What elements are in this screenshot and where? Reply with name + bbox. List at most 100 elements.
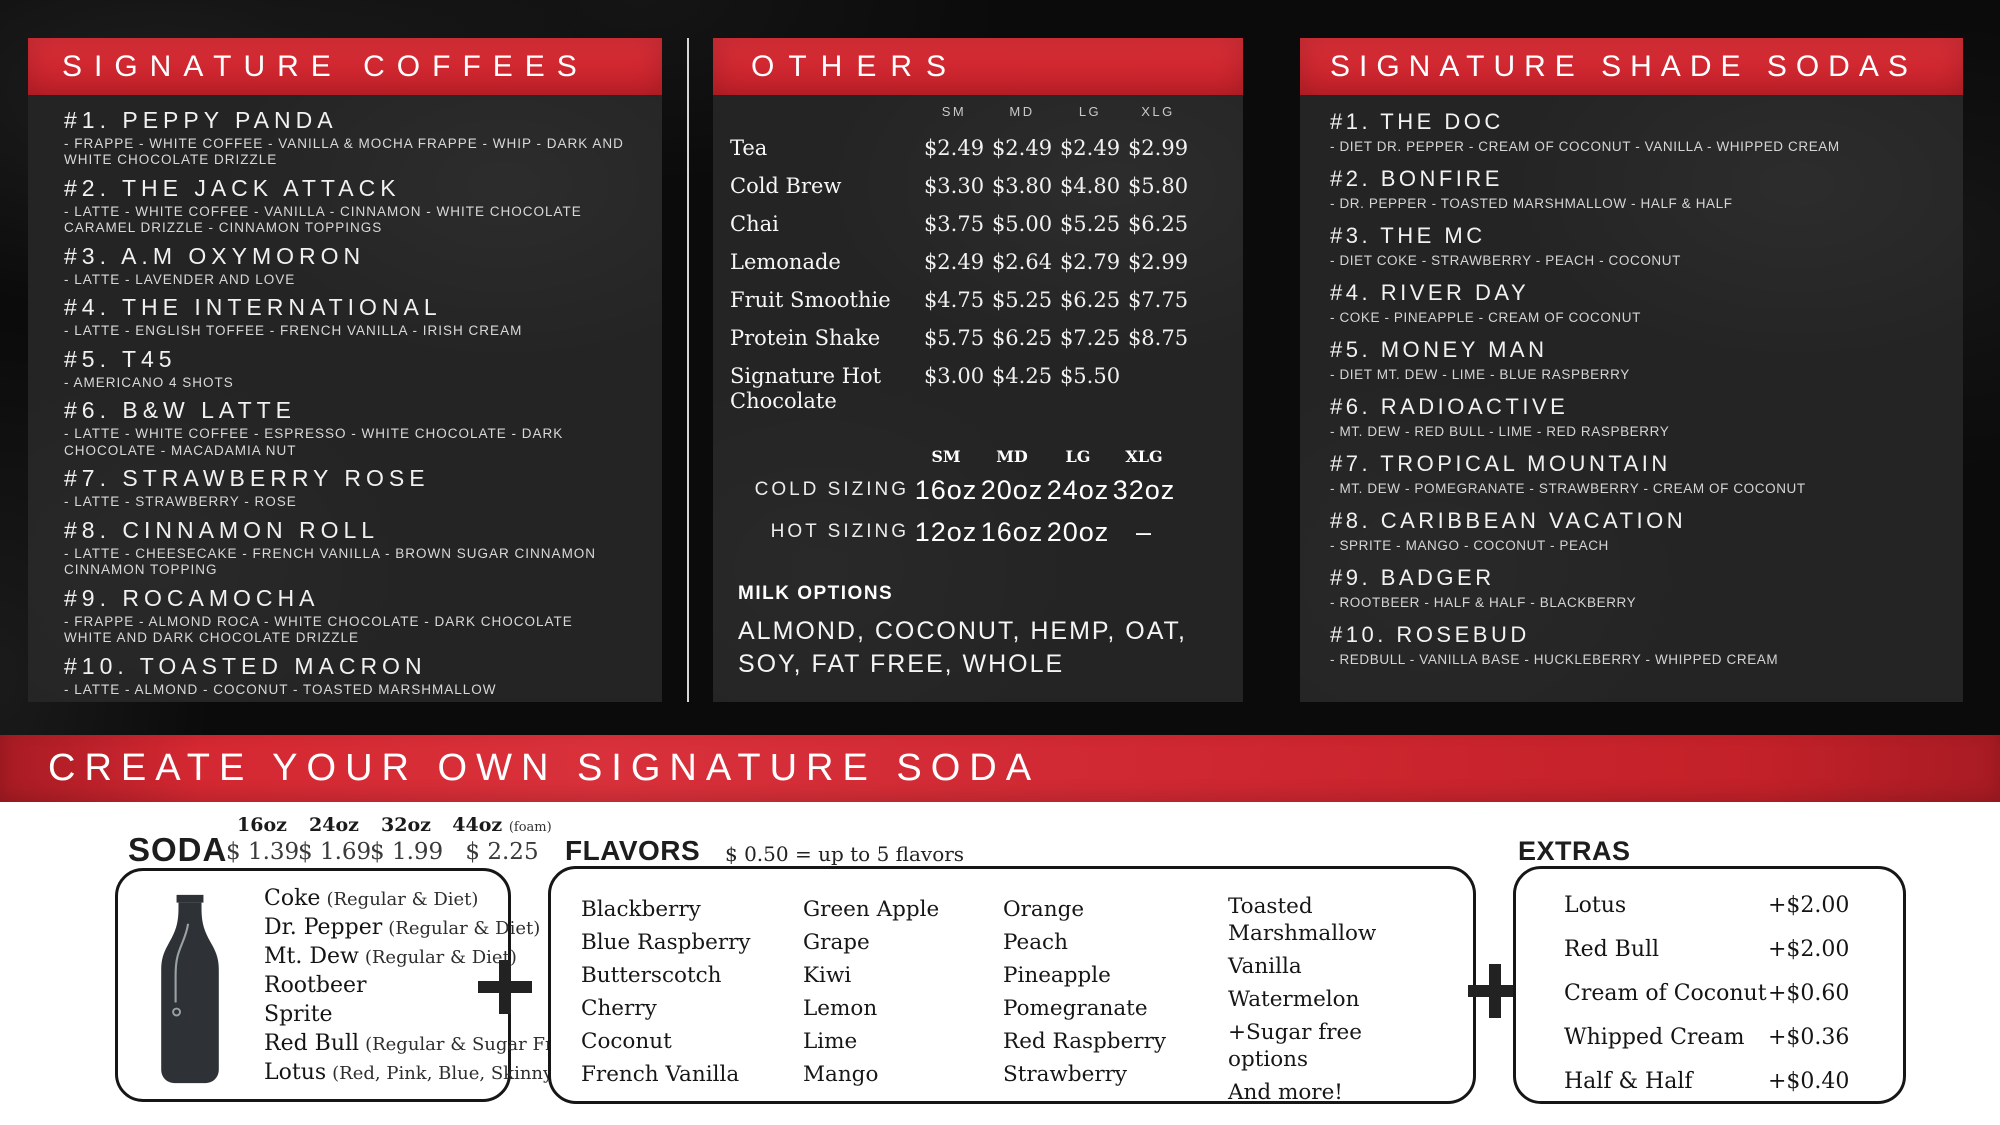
- item-name: #4. THE INTERNATIONAL: [64, 294, 442, 321]
- item-name: #5. MONEY MAN: [1330, 337, 1548, 362]
- drink-name: Tea: [730, 136, 768, 160]
- price: $2.99: [1127, 250, 1189, 274]
- extra-name: Half & Half: [1564, 1069, 1693, 1094]
- flavor: Lemon: [803, 996, 878, 1021]
- sizing-value: 20oz: [980, 474, 1044, 505]
- item-desc: - LATTE - CHEESECAKE - FRENCH VANILLA - …: [64, 545, 597, 578]
- price: $8.75: [1127, 326, 1189, 350]
- item-desc: - MT. DEW - POMEGRANATE - STRAWBERRY - C…: [1330, 481, 1806, 496]
- sodas-list: #1. THE DOC - DIET DR. PEPPER - CREAM OF …: [1300, 95, 1963, 667]
- price: $6.25: [1127, 212, 1189, 236]
- soda-section-label: SODA: [128, 831, 228, 868]
- list-item: #1. PEPPY PANDA - FRAPPE - WHITE COFFEE -…: [64, 107, 626, 169]
- price: $3.30: [923, 174, 985, 198]
- flavors-column: Orange Peach Pineapple Pomegranate Red R…: [1003, 893, 1166, 1091]
- list-item: #4. THE INTERNATIONAL - LATTE - ENGLISH T…: [64, 294, 626, 339]
- list-item: #4. RIVER DAY - COKE - PINEAPPLE - CREAM …: [1330, 280, 1937, 325]
- list-item: #5. T45 - AMERICANO 4 SHOTS: [64, 346, 626, 391]
- list-item: #6. B&W LATTE - LATTE - WHITE COFFEE - ES…: [64, 397, 626, 459]
- flavor: Strawberry: [1003, 1062, 1128, 1087]
- soda-option: Mt. Dew (Regular & Diet): [264, 944, 517, 969]
- flavor: Pineapple: [1003, 963, 1111, 988]
- item-name: #9. BADGER: [1330, 565, 1495, 590]
- flavor: French Vanilla: [581, 1062, 740, 1087]
- drink-name: Protein Shake: [730, 326, 881, 350]
- flavor: Blackberry: [581, 897, 701, 922]
- sizing-value: 12oz: [914, 516, 978, 547]
- item-desc: - FRAPPE - WHITE COFFEE - VANILLA & MOCH…: [64, 136, 624, 168]
- item-desc: - LATTE - WHITE COFFEE - VANILLA - CINNA…: [64, 203, 582, 236]
- price-header-row: SM MD LG XLG: [730, 104, 1230, 136]
- price: $3.75: [923, 212, 985, 236]
- extra-price: +$0.40: [1768, 1069, 1850, 1094]
- flavors-column: Toasted Marshmallow Vanilla Watermelon +…: [1228, 893, 1446, 1112]
- flavor: Butterscotch: [581, 963, 722, 988]
- flavors-section-label: FLAVORS: [565, 835, 701, 866]
- extra-item: Lotus +$2.00: [1516, 893, 1903, 937]
- item-name: #2. THE JACK ATTACK: [64, 174, 401, 201]
- size-price: $ 2.25: [465, 839, 539, 865]
- price-row: Signature Hot Chocolate $3.00 $4.25 $5.5…: [730, 364, 1230, 414]
- extra-name: Cream of Coconut: [1564, 981, 1767, 1006]
- sizing-value: 24oz: [1046, 474, 1110, 505]
- price: $2.64: [991, 250, 1053, 274]
- price-row: Fruit Smoothie $4.75 $5.25 $6.25 $7.75: [730, 288, 1230, 326]
- flavor: Kiwi: [803, 963, 852, 988]
- others-panel: OTHERS SM MD LG XLG Tea $2.49 $2.49 $2.4…: [713, 38, 1243, 702]
- item-desc: - LATTE - LAVENDER AND LOVE: [64, 271, 296, 287]
- price: $5.25: [991, 288, 1053, 312]
- price: $5.80: [1127, 174, 1189, 198]
- item-name: #8. CARIBBEAN VACATION: [1330, 508, 1687, 533]
- soda-option: Red Bull (Regular & Sugar Free): [264, 1031, 582, 1056]
- price-row: Protein Shake $5.75 $6.25 $7.25 $8.75: [730, 326, 1230, 364]
- flavor: Pomegranate: [1003, 996, 1148, 1021]
- item-name: #4. RIVER DAY: [1330, 280, 1530, 305]
- extra-name: Whipped Cream: [1564, 1025, 1745, 1050]
- extras-list: Lotus +$2.00 Red Bull +$2.00 Cream of Coco…: [1516, 869, 1903, 1113]
- item-name: #1. PEPPY PANDA: [64, 107, 338, 133]
- list-item: #6. RADIOACTIVE - MT. DEW - RED BULL - LI…: [1330, 394, 1937, 439]
- soda-option: Coke (Regular & Diet): [264, 886, 479, 911]
- milk-options-title: MILK OPTIONS: [738, 583, 894, 604]
- extra-item: Whipped Cream +$0.36: [1516, 1025, 1903, 1069]
- price: $2.49: [1059, 136, 1121, 160]
- size-header: LG: [1078, 104, 1102, 119]
- milk-options: MILK OPTIONS ALMOND, COCONUT, HEMP, OAT,…: [738, 583, 1218, 681]
- price: $7.75: [1127, 288, 1189, 312]
- list-item: #8. CINNAMON ROLL - LATTE - CHEESECAKE - …: [64, 517, 626, 579]
- soda-options-box: Coke (Regular & Diet) Dr. Pepper (Regular …: [115, 868, 582, 1102]
- list-item: #2. THE JACK ATTACK - LATTE - WHITE COFFE…: [64, 175, 626, 237]
- signature-coffees-header: SIGNATURE COFFEES: [28, 38, 662, 95]
- price: $4.25: [991, 364, 1053, 388]
- extra-name: Lotus: [1564, 893, 1627, 918]
- sizing-value: 16oz: [914, 474, 978, 505]
- list-item: #3. A.M OXYMORON - LATTE - LAVENDER AND L…: [64, 243, 626, 288]
- item-desc: - MT. DEW - RED BULL - LIME - RED RASPBE…: [1330, 424, 1670, 439]
- item-desc: - LATTE - WHITE COFFEE - ESPRESSO - WHIT…: [64, 426, 564, 458]
- plus-icon: [478, 960, 532, 1014]
- size-header: SM: [931, 446, 961, 466]
- item-name: #10. ROSEBUD: [1330, 622, 1530, 647]
- price: $2.79: [1059, 250, 1121, 274]
- flavor: Mango: [803, 1062, 879, 1087]
- list-item: #3. THE MC - DIET COKE - STRAWBERRY - PEA…: [1330, 223, 1937, 268]
- sizing-row: HOT SIZING 12oz 16oz 20oz –: [713, 511, 1213, 553]
- item-name: #6. B&W LATTE: [64, 397, 297, 424]
- soda-options-list: Coke (Regular & Diet) Dr. Pepper (Regular …: [264, 885, 582, 1088]
- extra-price: +$2.00: [1768, 937, 1850, 962]
- price-row: Cold Brew $3.30 $3.80 $4.80 $5.80: [730, 174, 1230, 212]
- size-header: LG: [1065, 446, 1091, 466]
- item-desc: - LATTE - STRAWBERRY - ROSE: [64, 494, 297, 510]
- price-row: Lemonade $2.49 $2.64 $2.79 $2.99: [730, 250, 1230, 288]
- flavor: Blue Raspberry: [581, 930, 751, 955]
- extra-name: Red Bull: [1564, 937, 1660, 962]
- item-desc: - FRAPPE - ALMOND ROCA - WHITE CHOCOLATE…: [64, 613, 573, 646]
- price: $2.49: [923, 136, 985, 160]
- size-header: XLG: [1141, 104, 1175, 119]
- flavor: And more!: [1228, 1080, 1343, 1105]
- list-item: #1. THE DOC - DIET DR. PEPPER - CREAM OF …: [1330, 109, 1937, 154]
- size-header: SM: [941, 104, 967, 119]
- flavors-column: Green Apple Grape Kiwi Lemon Lime Mango: [803, 893, 939, 1091]
- list-item: #9. BADGER - ROOTBEER - HALF & HALF - BLA…: [1330, 565, 1937, 610]
